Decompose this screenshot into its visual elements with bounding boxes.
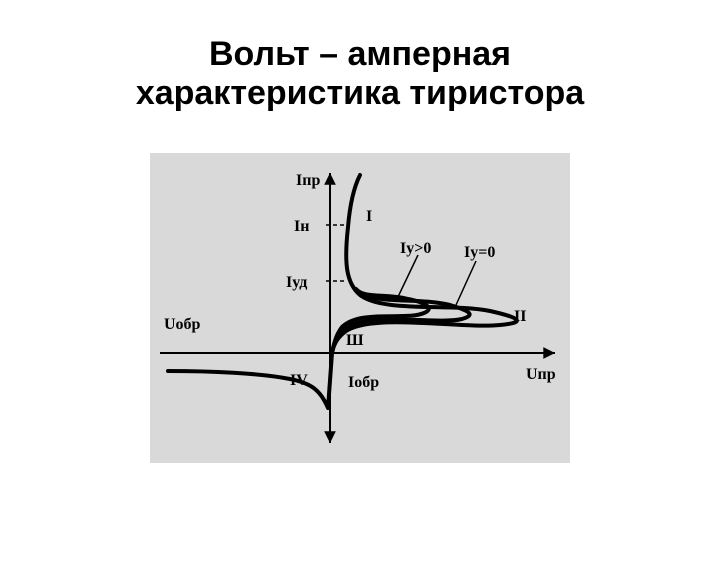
label-In: Iн	[294, 218, 309, 235]
x-axis-arrow	[543, 347, 555, 359]
label-Iy-eq0: Iy=0	[464, 244, 495, 261]
y-axis-arrow-down	[324, 431, 336, 443]
axes	[160, 173, 555, 443]
title-line-1: Вольт – амперная	[209, 35, 511, 73]
label-Ipr: Iпр	[296, 172, 320, 189]
iv-characteristic-plot: Iпр Uпр Uобр Iобр Iн Iуд Iy>0 Iy=0 I II …	[150, 153, 570, 463]
label-Upr: Uпр	[526, 366, 556, 383]
leader-0	[396, 255, 418, 301]
leader-1	[456, 261, 476, 305]
plot-labels: Iпр Uпр Uобр Iобр Iн Iуд Iy>0 Iy=0 I II …	[164, 172, 556, 391]
title-line-2: характеристика тиристора	[136, 74, 584, 112]
slide-title: Вольт – амперная характеристика тиристор…	[0, 23, 720, 113]
label-Iud: Iуд	[286, 274, 307, 291]
curve-main	[168, 175, 517, 408]
label-Iobr: Iобр	[348, 374, 379, 391]
label-Iy-gt0: Iy>0	[400, 240, 431, 257]
label-region-IV: IV	[290, 372, 308, 389]
label-region-III: Ш	[346, 332, 364, 349]
iv-curves	[168, 175, 517, 408]
label-region-I: I	[366, 208, 372, 225]
label-Uobr: Uобр	[164, 316, 201, 333]
y-axis-arrow-up	[324, 173, 336, 185]
label-region-II: II	[514, 308, 526, 325]
plot-svg: Iпр Uпр Uобр Iобр Iн Iуд Iy>0 Iy=0 I II …	[150, 153, 570, 463]
